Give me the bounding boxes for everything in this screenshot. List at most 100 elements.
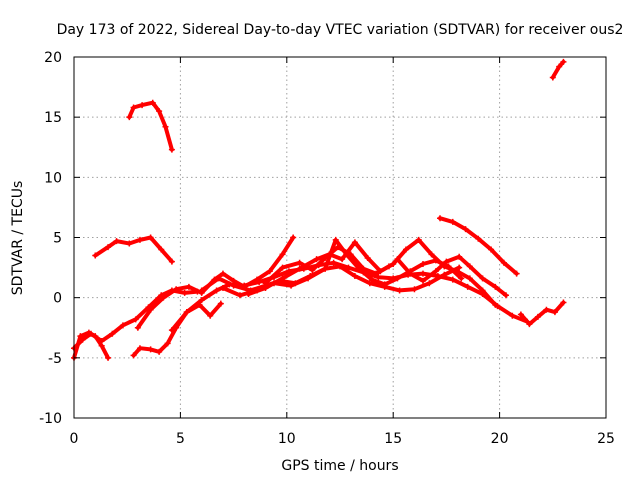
data-point: [449, 276, 456, 283]
data-point: [488, 246, 495, 253]
data-point: [426, 280, 433, 287]
data-point: [500, 259, 507, 266]
data-point: [322, 254, 329, 261]
data-point: [168, 258, 175, 265]
data-point: [517, 311, 524, 318]
data-point: [492, 301, 499, 308]
data-point: [215, 275, 222, 282]
data-point: [266, 268, 273, 275]
series-track-m: [437, 215, 520, 277]
series-track-d: [126, 99, 175, 153]
data-point: [77, 333, 84, 340]
data-point: [173, 286, 180, 293]
y-tick-label: -5: [48, 351, 62, 367]
series-line: [395, 254, 508, 298]
data-point: [156, 108, 163, 115]
data-point: [368, 276, 375, 283]
data-point: [428, 251, 435, 258]
data-point: [332, 236, 339, 243]
data-point: [509, 312, 516, 319]
data-point: [139, 102, 146, 109]
data-point: [394, 256, 401, 263]
y-tick-label: 10: [44, 170, 62, 186]
data-point: [126, 114, 133, 121]
x-tick-label: 5: [176, 431, 185, 447]
data-point: [219, 270, 226, 277]
series-track-o: [549, 58, 567, 81]
data-point: [492, 283, 499, 290]
data-point: [394, 275, 401, 282]
data-point: [160, 294, 167, 301]
data-point: [98, 342, 105, 349]
data-point: [339, 256, 346, 263]
data-point: [279, 264, 286, 271]
data-point: [136, 236, 143, 243]
data-point: [396, 287, 403, 294]
data-point: [419, 270, 426, 277]
data-point: [407, 270, 414, 277]
data-point: [419, 260, 426, 267]
data-point: [385, 263, 392, 270]
y-axis-label: SDTVAR / TECUs: [10, 181, 26, 296]
series-layer: [71, 58, 567, 361]
data-point: [132, 316, 139, 323]
y-tick-label: 5: [53, 231, 62, 247]
data-point: [207, 312, 214, 319]
data-point: [551, 309, 558, 316]
data-point: [183, 309, 190, 316]
data-point: [158, 246, 165, 253]
data-point: [236, 292, 243, 299]
data-point: [313, 256, 320, 263]
data-point: [432, 268, 439, 275]
data-point: [92, 252, 99, 259]
y-tick-label: 0: [53, 291, 62, 307]
data-point: [262, 280, 269, 287]
data-point: [147, 346, 154, 353]
data-point: [390, 260, 397, 267]
data-point: [334, 244, 341, 251]
data-point: [402, 246, 409, 253]
data-point: [198, 297, 205, 304]
data-point: [360, 265, 367, 272]
data-point: [126, 240, 133, 247]
chart-title: Day 173 of 2022, Sidereal Day-to-day VTE…: [57, 22, 624, 38]
series-line: [131, 301, 223, 358]
data-point: [85, 329, 92, 336]
x-tick-label: 15: [384, 431, 402, 447]
data-point: [466, 275, 473, 282]
data-point: [543, 306, 550, 313]
data-point: [181, 289, 188, 296]
data-point: [279, 275, 286, 282]
data-point: [290, 234, 297, 241]
series-track-n: [517, 299, 567, 328]
series-line: [550, 59, 566, 80]
data-point: [322, 265, 329, 272]
data-point: [375, 274, 382, 281]
data-point: [366, 280, 373, 287]
data-point: [475, 235, 482, 242]
data-point: [230, 282, 237, 289]
data-point: [147, 234, 154, 241]
data-point: [245, 291, 252, 298]
data-point: [419, 277, 426, 284]
data-point: [560, 58, 567, 65]
tick-layer: 0 5 10 15 20 25 -10 -5 0 5 10 15 20: [39, 50, 615, 447]
y-tick-label: 20: [44, 50, 62, 66]
data-point: [217, 300, 224, 307]
data-point: [364, 254, 371, 261]
data-point: [415, 236, 422, 243]
x-axis-label: GPS time / hours: [281, 458, 398, 474]
series-line: [438, 216, 519, 276]
data-point: [168, 146, 175, 153]
data-point: [464, 283, 471, 290]
data-point: [256, 279, 263, 286]
data-point: [330, 259, 337, 266]
data-point: [109, 330, 116, 337]
data-point: [443, 258, 450, 265]
data-point: [479, 275, 486, 282]
data-point: [279, 251, 286, 258]
data-point: [351, 239, 358, 246]
data-point: [134, 324, 141, 331]
data-point: [309, 266, 316, 273]
